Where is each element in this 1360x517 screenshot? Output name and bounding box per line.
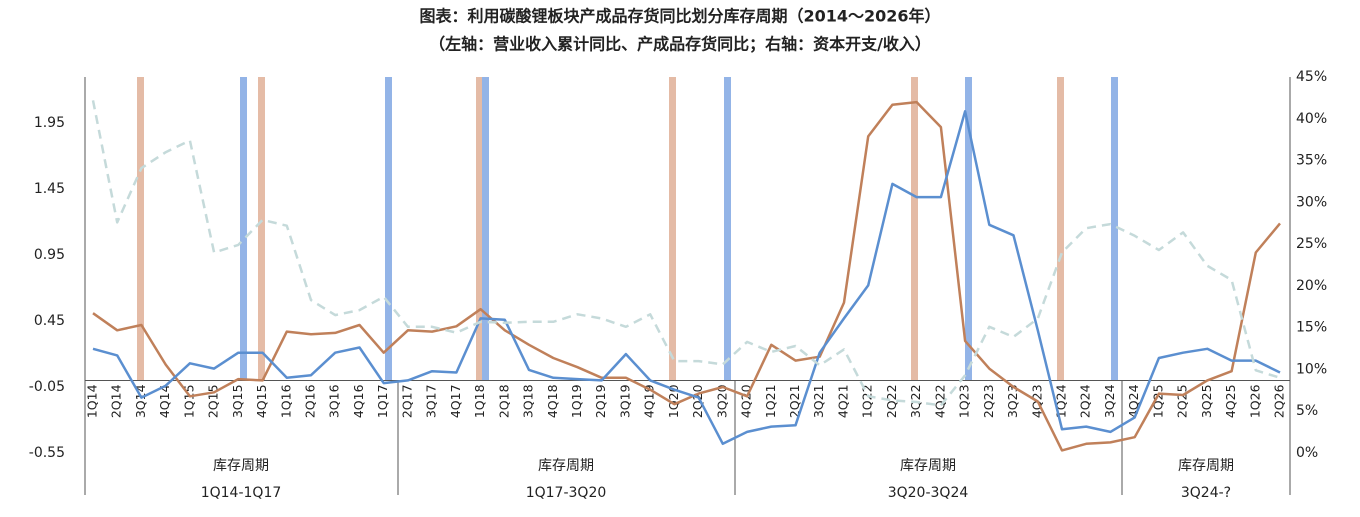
x-tick-label: 1Q18 (472, 384, 487, 418)
x-tick-label: 4Q17 (448, 384, 463, 418)
x-tick-label: 2Q25 (1175, 384, 1190, 418)
x-tick-label: 1Q25 (1150, 384, 1165, 418)
x-tick-label: 2Q14 (109, 384, 124, 418)
section-label: 库存周期 (538, 458, 594, 474)
x-tick-label: 3Q15 (230, 384, 245, 418)
band (669, 77, 676, 380)
y2-tick-label: 15% (1296, 320, 1327, 336)
x-tick-label: 4Q18 (545, 384, 560, 418)
x-tick-label: 2Q18 (496, 384, 511, 418)
x-tick-label: 4Q14 (157, 384, 172, 418)
y2-tick-label: 10% (1296, 361, 1327, 377)
band (1057, 77, 1064, 380)
y2-tick-label: 5% (1296, 403, 1318, 419)
x-tick-label: 1Q22 (860, 384, 875, 418)
x-tick-label: 4Q25 (1223, 384, 1238, 418)
section-label: 库存周期 (900, 458, 956, 474)
chart-subtitle: （左轴：营业收入累计同比、产成品存货同比；右轴：资本开支/收入） (429, 35, 931, 54)
band (258, 77, 265, 380)
y2-tick-label: 45% (1296, 69, 1327, 85)
section-label: 库存周期 (213, 458, 269, 474)
x-tick-label: 1Q21 (763, 384, 778, 418)
x-tick-label: 1Q26 (1247, 384, 1262, 418)
x-tick-label: 2Q21 (787, 384, 802, 418)
cycle-bands (137, 77, 1118, 380)
y2-tick-label: 25% (1296, 236, 1327, 252)
x-tick-label: 1Q15 (181, 384, 196, 418)
band (385, 77, 392, 380)
band (476, 77, 483, 380)
section-range: 1Q14-1Q17 (201, 485, 282, 501)
y-tick-label: 1.95 (34, 115, 65, 131)
x-tick-label: 2Q24 (1078, 384, 1093, 418)
x-tick-label: 3Q20 (714, 384, 729, 418)
x-tick-label: 2Q22 (884, 384, 899, 418)
x-tick-label: 4Q22 (932, 384, 947, 418)
x-tick-label: 3Q25 (1199, 384, 1214, 418)
x-tick-label: 1Q14 (85, 384, 100, 418)
y2-tick-label: 30% (1296, 194, 1327, 210)
y2-tick-label: 0% (1296, 445, 1318, 461)
x-tick-label: 1Q16 (278, 384, 293, 418)
x-tick-label: 3Q17 (424, 384, 439, 418)
x-tick-label: 3Q18 (521, 384, 536, 418)
x-tick-label: 3Q14 (133, 384, 148, 418)
x-tick-label: 4Q15 (254, 384, 269, 418)
x-tick-label: 1Q19 (569, 384, 584, 418)
x-tick-label: 3Q16 (327, 384, 342, 418)
x-tick-label: 2Q23 (981, 384, 996, 418)
section-range: 3Q20-3Q24 (888, 485, 969, 501)
y2-tick-label: 20% (1296, 278, 1327, 294)
section-label: 库存周期 (1178, 458, 1234, 474)
x-tick-label: 3Q19 (617, 384, 632, 418)
x-tick-label: 4Q16 (351, 384, 366, 418)
x-tick-label: 2Q19 (593, 384, 608, 418)
band (1111, 77, 1118, 380)
y2-tick-label: 35% (1296, 153, 1327, 169)
y-tick-label: 0.95 (34, 247, 65, 263)
x-tick-label: 1Q17 (375, 384, 390, 418)
band (911, 77, 918, 380)
x-tick-label: 1Q23 (957, 384, 972, 418)
y-tick-label: -0.55 (29, 445, 65, 461)
y-tick-label: 1.45 (34, 181, 65, 197)
band (965, 77, 972, 380)
chart-title: 图表：利用碳酸锂板块产成品存货同比划分库存周期（2014～2026年） (419, 7, 940, 26)
band (724, 77, 731, 380)
x-tick-label: 3Q24 (1102, 384, 1117, 418)
series-line (92, 100, 1281, 452)
series-line (92, 110, 1281, 446)
band (240, 77, 247, 380)
y-tick-label: 0.45 (34, 313, 65, 329)
x-tick-label: 3Q21 (811, 384, 826, 418)
x-tick-label: 2Q16 (303, 384, 318, 418)
x-tick-label: 4Q21 (835, 384, 850, 418)
x-tick-label: 2Q20 (690, 384, 705, 418)
y2-tick-label: 40% (1296, 111, 1327, 127)
x-tick-label: 3Q23 (1005, 384, 1020, 418)
section-range: 3Q24-? (1181, 485, 1231, 501)
band (482, 77, 489, 380)
x-tick-label: 2Q17 (399, 384, 414, 418)
x-tick-label: 2Q26 (1272, 384, 1287, 418)
x-tick-label: 4Q19 (642, 384, 657, 418)
x-tick-label: 4Q24 (1126, 384, 1141, 418)
y-tick-label: -0.05 (29, 379, 65, 395)
axes (84, 77, 1291, 495)
section-range: 1Q17-3Q20 (526, 485, 607, 501)
band (137, 77, 144, 380)
x-tick-label: 1Q20 (666, 384, 681, 418)
series-line (91, 100, 1281, 407)
